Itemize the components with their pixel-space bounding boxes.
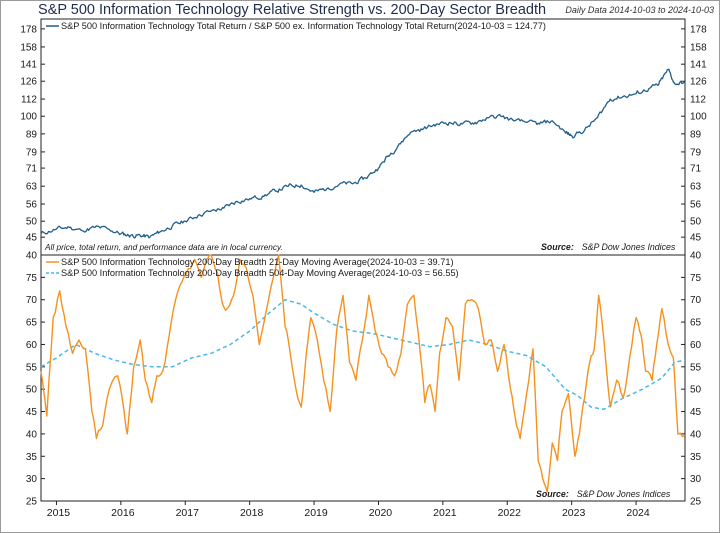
- bottom-y-ticks-left: 25 30 35 40 45 50 55 60 65 70 75: [26, 273, 45, 508]
- chart-subtitle: Daily Data 2014-10-03 to 2024-10-03: [565, 5, 714, 15]
- top-y-tick-label: 40: [26, 251, 38, 262]
- bottom-y-tick-label: 75: [26, 273, 38, 284]
- x-tick-label: 2019: [304, 507, 328, 519]
- top-y-tick-label-right: 63: [690, 182, 702, 193]
- top-y-tick-label-right: 158: [690, 42, 707, 53]
- top-plot-border: [40, 18, 686, 256]
- bottom-y-tick-label-right: 35: [690, 452, 702, 463]
- top-y-tick-label: 71: [26, 164, 38, 175]
- x-tick-label: 2015: [47, 507, 71, 519]
- bottom-source-label: Source:: [536, 489, 569, 499]
- top-y-tick-label: 158: [20, 42, 37, 53]
- legend-504-day-label: S&P 500 Information Technology 200-Day B…: [61, 268, 459, 278]
- top-y-tick-label-right: 100: [690, 112, 707, 123]
- chart-title: S&P 500 Information Technology Relative …: [38, 2, 547, 18]
- top-source-text: S&P Dow Jones Indices: [582, 242, 676, 252]
- bottom-y-tick-label: 70: [26, 295, 38, 306]
- x-tick-label: 2023: [562, 507, 586, 519]
- bottom-panel: 25 30 35 40 45 50 55 60 65 70 75 25 30 35 40 45 50 55 60 6…: [26, 254, 702, 519]
- bottom-y-tick-label: 35: [26, 452, 38, 463]
- top-y-tick-label-right: 141: [690, 60, 707, 71]
- top-y-tick-label: 112: [21, 95, 37, 106]
- top-source: Source: S&P Dow Jones Indices: [541, 242, 676, 252]
- top-y-tick-label: 100: [20, 112, 37, 123]
- top-y-tick-label-right: 50: [690, 217, 702, 228]
- top-panel: 40 45 50 56 63 71 79 89 100 112 126 141 158 178 40 45 5…: [20, 18, 707, 262]
- bottom-y-ticks-right: 25 30 35 40 45 50 55 60 65 70 75: [681, 273, 702, 508]
- top-y-tick-label: 89: [26, 129, 38, 140]
- top-y-tick-label: 79: [26, 147, 38, 158]
- top-y-ticks-left: 40 45 50 56 63 71 79 89 100 112 126 141 158 178: [20, 24, 45, 262]
- top-y-tick-label-right: 178: [690, 24, 707, 35]
- bottom-y-tick-label: 40: [26, 429, 38, 440]
- bottom-plot-border: [40, 254, 686, 502]
- currency-note: All price, total return, and performance…: [44, 242, 283, 252]
- top-y-tick-label: 45: [26, 233, 38, 244]
- bottom-y-tick-label-right: 40: [690, 429, 702, 440]
- top-y-tick-label: 50: [26, 217, 38, 228]
- top-legend-label: S&P 500 Information Technology Total Ret…: [61, 21, 546, 31]
- top-y-tick-label-right: 126: [690, 77, 707, 88]
- breadth-21-day-ma-line: [40, 254, 686, 493]
- bottom-y-tick-label-right: 25: [690, 497, 702, 508]
- top-y-tick-label: 56: [26, 200, 38, 211]
- relative-strength-line: [40, 68, 686, 239]
- top-y-tick-label: 141: [20, 60, 37, 71]
- x-axis-year-ticks: 2015 2016 2017 2018 2019 2020 2021 2022 2023 2024: [47, 501, 650, 519]
- bottom-y-tick-label: 45: [26, 407, 38, 418]
- x-tick-label: 2016: [111, 507, 135, 519]
- top-y-tick-label-right: 45: [690, 233, 702, 244]
- top-source-label: Source:: [541, 242, 574, 252]
- top-y-tick-label-right: 112: [690, 95, 706, 106]
- bottom-y-tick-label: 25: [26, 497, 38, 508]
- bottom-y-tick-label: 55: [26, 362, 38, 373]
- bottom-y-tick-label-right: 65: [690, 318, 702, 329]
- x-tick-label: 2017: [176, 507, 200, 519]
- bottom-y-tick-label-right: 50: [690, 385, 702, 396]
- breadth-504-day-ma-line: [40, 298, 686, 411]
- bottom-y-tick-label-right: 75: [690, 273, 702, 284]
- bottom-y-tick-label: 50: [26, 385, 38, 396]
- bottom-y-tick-label: 60: [26, 340, 38, 351]
- bottom-y-tick-label-right: 45: [690, 407, 702, 418]
- x-tick-label: 2024: [626, 507, 650, 519]
- bottom-y-tick-label-right: 70: [690, 295, 702, 306]
- bottom-y-tick-label-right: 55: [690, 362, 702, 373]
- bottom-y-tick-label-right: 30: [690, 474, 702, 485]
- x-tick-label: 2021: [433, 507, 457, 519]
- bottom-y-tick-label: 65: [26, 318, 38, 329]
- bottom-y-tick-label-right: 60: [690, 340, 702, 351]
- top-y-tick-label-right: 40: [690, 251, 702, 262]
- bottom-source: Source: S&P Dow Jones Indices: [536, 489, 671, 499]
- top-y-tick-label: 63: [26, 182, 38, 193]
- top-y-tick-label-right: 56: [690, 200, 702, 211]
- x-tick-label: 2018: [240, 507, 264, 519]
- top-y-tick-label: 126: [20, 77, 37, 88]
- bottom-source-text: S&P Dow Jones Indices: [577, 489, 671, 499]
- top-y-tick-label-right: 79: [690, 147, 702, 158]
- x-tick-label: 2022: [498, 507, 522, 519]
- legend-21-day-label: S&P 500 Information Technology 200-Day B…: [61, 257, 454, 267]
- top-y-tick-label: 178: [20, 24, 37, 35]
- bottom-y-tick-label: 30: [26, 474, 38, 485]
- x-tick-label: 2020: [369, 507, 393, 519]
- top-y-tick-label-right: 89: [690, 129, 702, 140]
- top-y-tick-label-right: 71: [690, 164, 702, 175]
